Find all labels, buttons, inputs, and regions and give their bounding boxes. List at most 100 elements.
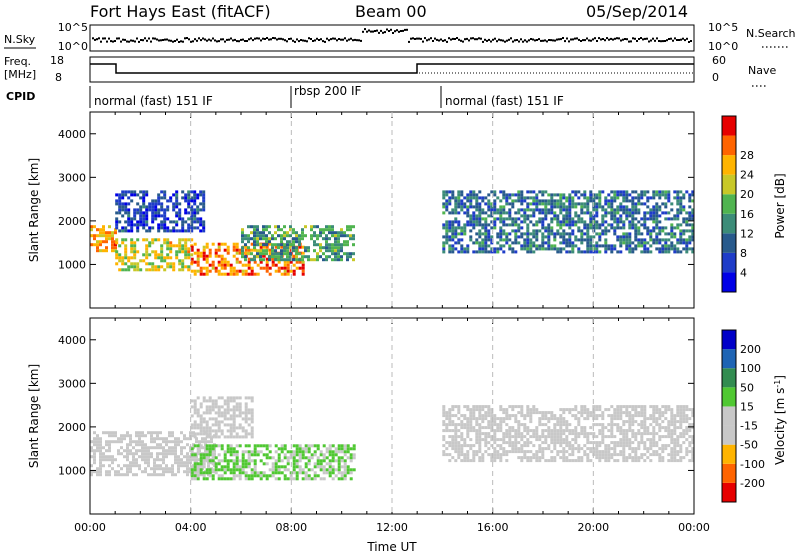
echo-cell — [610, 432, 614, 436]
echo-cell — [451, 226, 455, 230]
echo-cell — [163, 196, 167, 200]
echo-cell — [169, 256, 173, 260]
echo-cell — [601, 432, 605, 436]
echo-cell — [655, 205, 659, 209]
echo-cell — [328, 447, 332, 451]
echo-cell — [130, 247, 134, 251]
echo-cell — [337, 450, 341, 454]
echo-cell — [526, 235, 530, 239]
echo-cell — [184, 199, 188, 203]
noise-point — [478, 37, 480, 40]
echo-cell — [601, 414, 605, 418]
echo-cell — [154, 238, 158, 242]
noise-point — [396, 29, 398, 32]
echo-cell — [190, 447, 194, 451]
echo-cell — [226, 417, 230, 421]
echo-cell — [469, 423, 473, 427]
echo-cell — [139, 214, 143, 218]
echo-cell — [157, 193, 161, 197]
echo-cell — [256, 474, 260, 478]
echo-cell — [460, 208, 464, 212]
echo-cell — [643, 453, 647, 457]
echo-cell — [658, 447, 662, 451]
echo-cell — [625, 211, 629, 215]
noise-point — [450, 38, 452, 41]
echo-cell — [520, 235, 524, 239]
echo-cell — [162, 470, 165, 474]
echo-cell — [253, 231, 256, 235]
echo-cell — [661, 414, 665, 418]
echo-cell — [496, 426, 500, 430]
echo-cell — [151, 214, 155, 218]
echo-cell — [661, 247, 665, 251]
echo-cell — [139, 223, 143, 227]
echo-cell — [295, 240, 298, 244]
echo-cell — [691, 208, 695, 212]
echo-cell — [283, 225, 286, 229]
noise-point — [340, 38, 342, 41]
echo-cell — [190, 190, 194, 194]
echo-cell — [114, 440, 117, 444]
echo-cell — [204, 449, 207, 453]
echo-cell — [259, 444, 263, 448]
echo-cell — [259, 245, 263, 249]
echo-cell — [349, 459, 353, 463]
echo-cell — [499, 190, 503, 194]
echo-cell — [184, 211, 188, 215]
noise-point — [206, 39, 208, 42]
echo-cell — [637, 196, 641, 200]
echo-cell — [682, 420, 686, 424]
echo-cell — [156, 434, 159, 438]
echo-cell — [637, 429, 641, 433]
echo-cell — [171, 467, 174, 471]
echo-cell — [622, 235, 626, 239]
echo-cell — [232, 447, 236, 451]
echo-cell — [649, 217, 653, 221]
echo-cell — [454, 199, 458, 203]
echo-cell — [238, 414, 242, 418]
echo-cell — [178, 244, 182, 248]
echo-cell — [589, 247, 593, 251]
echo-cell — [595, 247, 599, 251]
echo-cell — [307, 246, 310, 250]
echo-cell — [616, 414, 620, 418]
echo-cell — [163, 223, 167, 227]
echo-cell — [352, 234, 355, 238]
echo-cell — [508, 196, 512, 200]
echo-cell — [667, 420, 671, 424]
echo-cell — [481, 247, 485, 251]
echo-cell — [298, 456, 302, 460]
echo-cell — [634, 205, 638, 209]
echo-cell — [682, 441, 686, 445]
y-tick-label: 2000 — [58, 215, 86, 228]
echo-cell — [607, 202, 611, 206]
echo-cell — [442, 411, 446, 415]
echo-cell — [132, 461, 135, 465]
echo-cell — [108, 446, 111, 450]
echo-cell — [652, 441, 656, 445]
noise-point — [468, 39, 470, 42]
echo-cell — [658, 196, 662, 200]
echo-cell — [325, 249, 328, 253]
echo-cell — [220, 260, 224, 264]
echo-cell — [544, 211, 548, 215]
echo-cell — [514, 450, 518, 454]
echo-cell — [661, 426, 665, 430]
echo-cell — [160, 190, 164, 194]
echo-cell — [640, 250, 644, 254]
echo-cell — [667, 432, 671, 436]
echo-cell — [186, 437, 189, 441]
echo-cell — [169, 250, 173, 254]
echo-cell — [667, 423, 671, 427]
noise-point — [104, 37, 106, 40]
echo-cell — [610, 420, 614, 424]
echo-cell — [559, 205, 563, 209]
echo-cell — [514, 238, 518, 242]
echo-cell — [331, 246, 334, 250]
echo-cell — [643, 459, 647, 463]
echo-cell — [184, 247, 188, 251]
echo-cell — [165, 452, 168, 456]
echo-cell — [184, 265, 188, 269]
echo-cell — [124, 229, 128, 233]
echo-cell — [526, 232, 530, 236]
